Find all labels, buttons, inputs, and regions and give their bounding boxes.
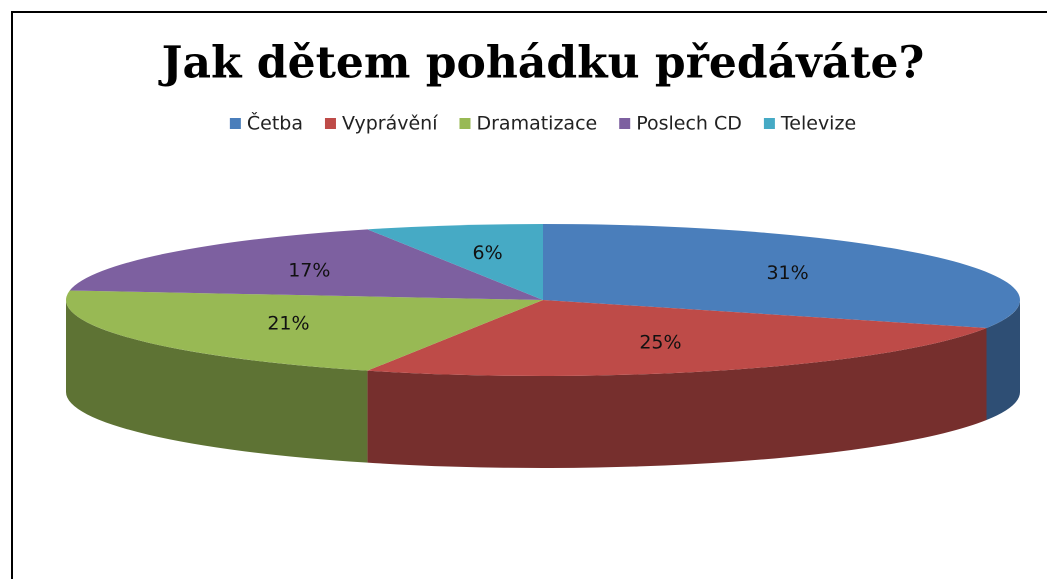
chart-title: Jak dětem pohádku předáváte? <box>158 38 925 89</box>
pie-sides <box>66 300 1020 468</box>
data-label: 17% <box>288 260 330 282</box>
pie-slice <box>65 290 544 371</box>
pie-side <box>367 327 987 468</box>
data-label: 6% <box>473 242 503 264</box>
pie-slice <box>543 224 1021 328</box>
legend-swatch <box>229 118 241 129</box>
legend-label: Televize <box>780 113 856 135</box>
pie-slice <box>367 300 987 376</box>
legend-label: Dramatizace <box>476 113 597 135</box>
data-label: 31% <box>766 262 808 284</box>
pie-labels: 31% 25% 21% 17% 6% <box>267 242 808 354</box>
legend: Četba Vyprávění Dramatizace Poslech CD Telev… <box>229 111 856 135</box>
pie-slice <box>69 229 543 300</box>
pie-slice <box>367 224 543 300</box>
pie-tops <box>65 224 1021 376</box>
legend-swatch <box>324 118 336 129</box>
legend-swatch <box>763 118 775 129</box>
pie-side <box>66 300 368 463</box>
legend-swatch <box>619 118 631 129</box>
legend-label: Vyprávění <box>342 113 438 135</box>
data-label: 25% <box>639 332 681 354</box>
legend-label: Četba <box>247 111 303 135</box>
legend-swatch <box>459 118 471 129</box>
legend-label: Poslech CD <box>636 113 742 135</box>
pie-side <box>986 300 1020 420</box>
data-label: 21% <box>267 312 309 334</box>
